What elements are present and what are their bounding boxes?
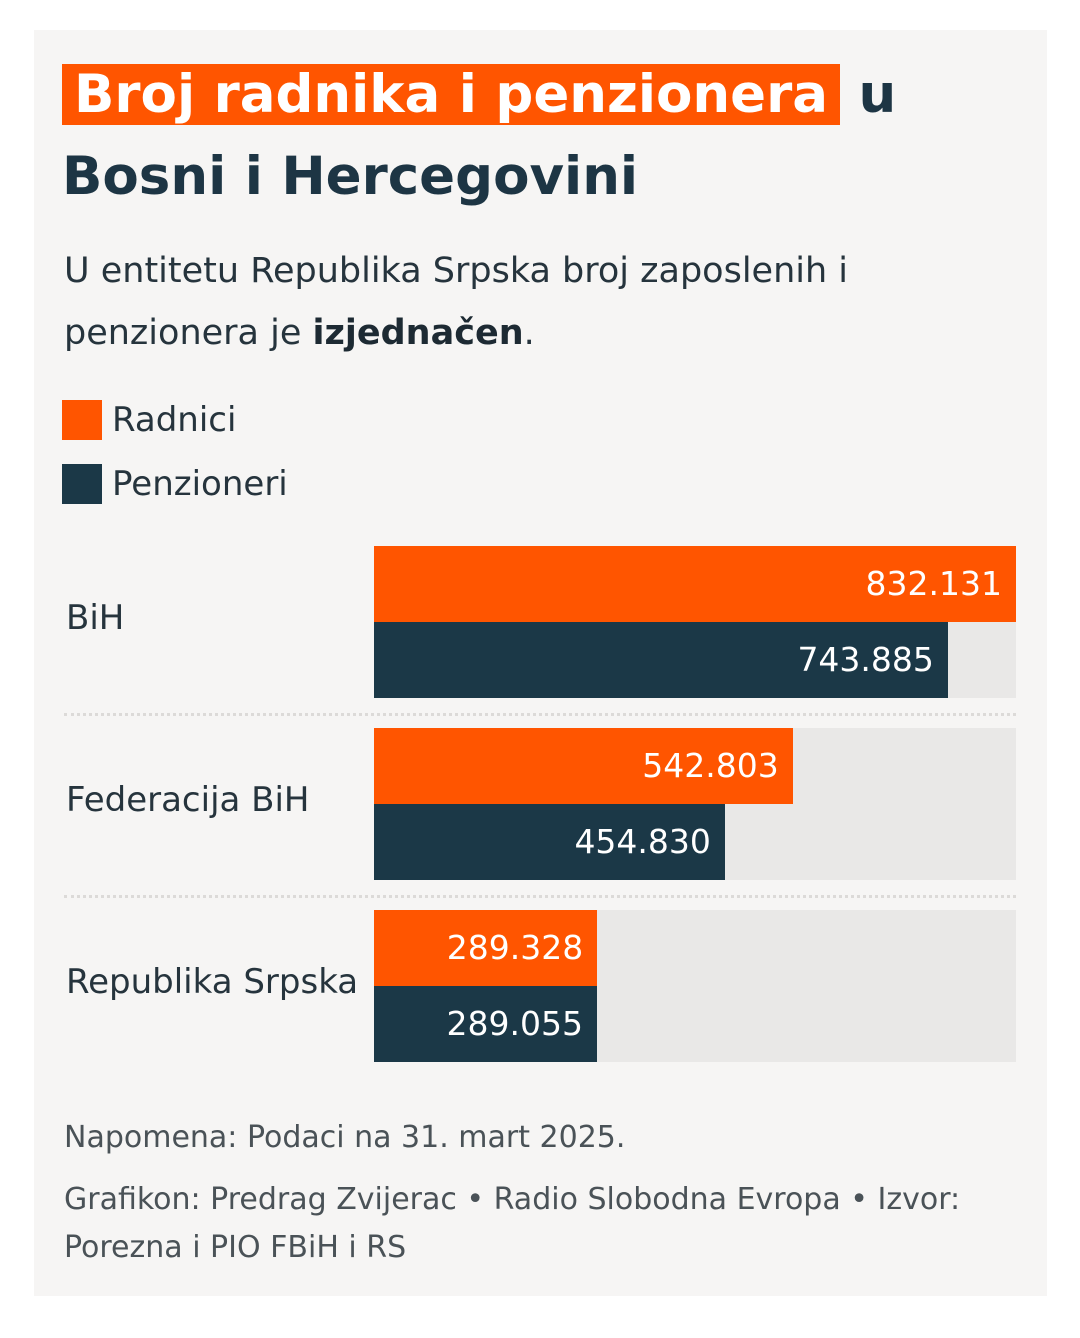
category-label-federacija: Federacija BiH — [66, 780, 310, 820]
bar-radnici-rs — [374, 910, 598, 986]
chart-subtitle: U entitetu Republika Srpska broj zaposle… — [64, 240, 964, 364]
category-label-bih: BiH — [66, 598, 125, 638]
chart-title: Broj radnika i penzionera u Bosni i Herc… — [62, 54, 1022, 218]
bar-radnici-federacija — [374, 728, 793, 804]
value-label-penzioneri-federacija: 454.830 — [574, 822, 711, 861]
value-label-radnici-federacija: 542.803 — [642, 746, 779, 785]
credit-line: Grafikon: Predrag Zvijerac • Radio Slobo… — [64, 1182, 961, 1265]
subtitle-suffix: . — [523, 313, 535, 353]
value-label-penzioneri-rs: 289.055 — [446, 1004, 583, 1043]
bar-penzioneri-rs — [374, 986, 597, 1062]
legend-swatch-penzioneri — [62, 464, 102, 504]
value-label-radnici-rs: 289.328 — [446, 928, 584, 967]
legend-swatch-radnici — [62, 400, 102, 440]
bar-penzioneri-bih — [374, 622, 948, 698]
row-divider — [64, 713, 1016, 716]
legend-item-penzioneri: Penzioneri — [62, 464, 288, 504]
chart-title-rest: u Bosni i Hercegovini — [62, 64, 897, 207]
chart-title-highlight: Broj radnika i penzionera — [62, 64, 841, 125]
value-label-penzioneri-bih: 743.885 — [797, 640, 934, 679]
legend-label-radnici: Radnici — [112, 400, 237, 440]
footnote: Napomena: Podaci na 31. mart 2025. — [64, 1120, 626, 1155]
category-label-rs: Republika Srpska — [66, 962, 359, 1002]
bar-radnici-bih — [374, 546, 1016, 622]
legend-label-penzioneri: Penzioneri — [112, 464, 288, 504]
value-label-radnici-bih: 832.131 — [865, 564, 1002, 603]
legend-item-radnici: Radnici — [62, 400, 236, 440]
subtitle-bold: izjednačen — [312, 313, 524, 353]
row-divider — [64, 895, 1016, 898]
subtitle-prefix: U entitetu Republika Srpska broj zaposle… — [64, 251, 849, 353]
bar-penzioneri-federacija — [374, 804, 725, 880]
